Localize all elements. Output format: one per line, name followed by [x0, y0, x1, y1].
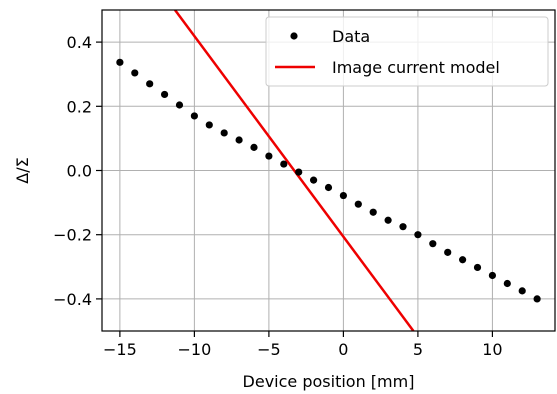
- plot-content: [116, 10, 541, 331]
- data-point: [205, 121, 213, 129]
- x-tick-label: 0: [338, 340, 348, 359]
- y-tick-label: −0.4: [53, 290, 92, 309]
- data-point: [250, 143, 258, 151]
- legend-data-marker: [290, 32, 298, 40]
- y-tick-label: 0.4: [67, 33, 92, 52]
- data-point: [354, 200, 362, 208]
- data-point: [295, 168, 303, 176]
- data-point: [235, 136, 243, 144]
- data-point: [131, 69, 139, 77]
- data-point: [503, 279, 511, 288]
- legend-data-label: Data: [332, 27, 370, 46]
- x-tick-label: −5: [257, 340, 281, 359]
- ticks: −15 −10 −5 0 5 10 0.4 0.2 0.0 −0.2 −0.4: [53, 33, 502, 359]
- legend-box: [265, 16, 549, 87]
- data-point: [459, 256, 467, 264]
- model-line: [174, 10, 415, 331]
- data-point: [265, 152, 273, 160]
- data-point: [384, 216, 392, 224]
- legend-model-label: Image current model: [332, 58, 500, 77]
- data-point: [414, 231, 422, 239]
- data-point: [533, 295, 541, 303]
- x-tick-label: 5: [413, 340, 423, 359]
- data-point: [429, 240, 437, 248]
- data-point: [309, 176, 318, 184]
- data-point: [280, 160, 288, 168]
- data-point: [518, 287, 526, 295]
- y-tick-label: 0.2: [67, 97, 92, 116]
- y-axis-label: Δ/Σ: [13, 157, 32, 183]
- y-tick-label: −0.2: [53, 226, 92, 245]
- x-tick-label: 10: [482, 340, 502, 359]
- data-point: [146, 80, 154, 88]
- data-point: [399, 223, 407, 231]
- data-point: [190, 112, 198, 120]
- data-point: [339, 191, 348, 200]
- data-point: [473, 263, 482, 272]
- x-tick-label: −10: [178, 340, 212, 359]
- y-tick-label: 0.0: [67, 162, 92, 181]
- legend: Data Image current model: [265, 16, 549, 87]
- data-point: [220, 129, 228, 137]
- data-point: [488, 271, 497, 280]
- data-point: [116, 58, 124, 66]
- x-axis-label: Device position [mm]: [243, 372, 415, 391]
- data-point: [160, 90, 169, 99]
- data-point: [324, 183, 333, 192]
- data-point: [444, 248, 452, 256]
- x-tick-label: −15: [103, 340, 137, 359]
- data-point: [369, 208, 377, 216]
- data-point: [175, 101, 184, 109]
